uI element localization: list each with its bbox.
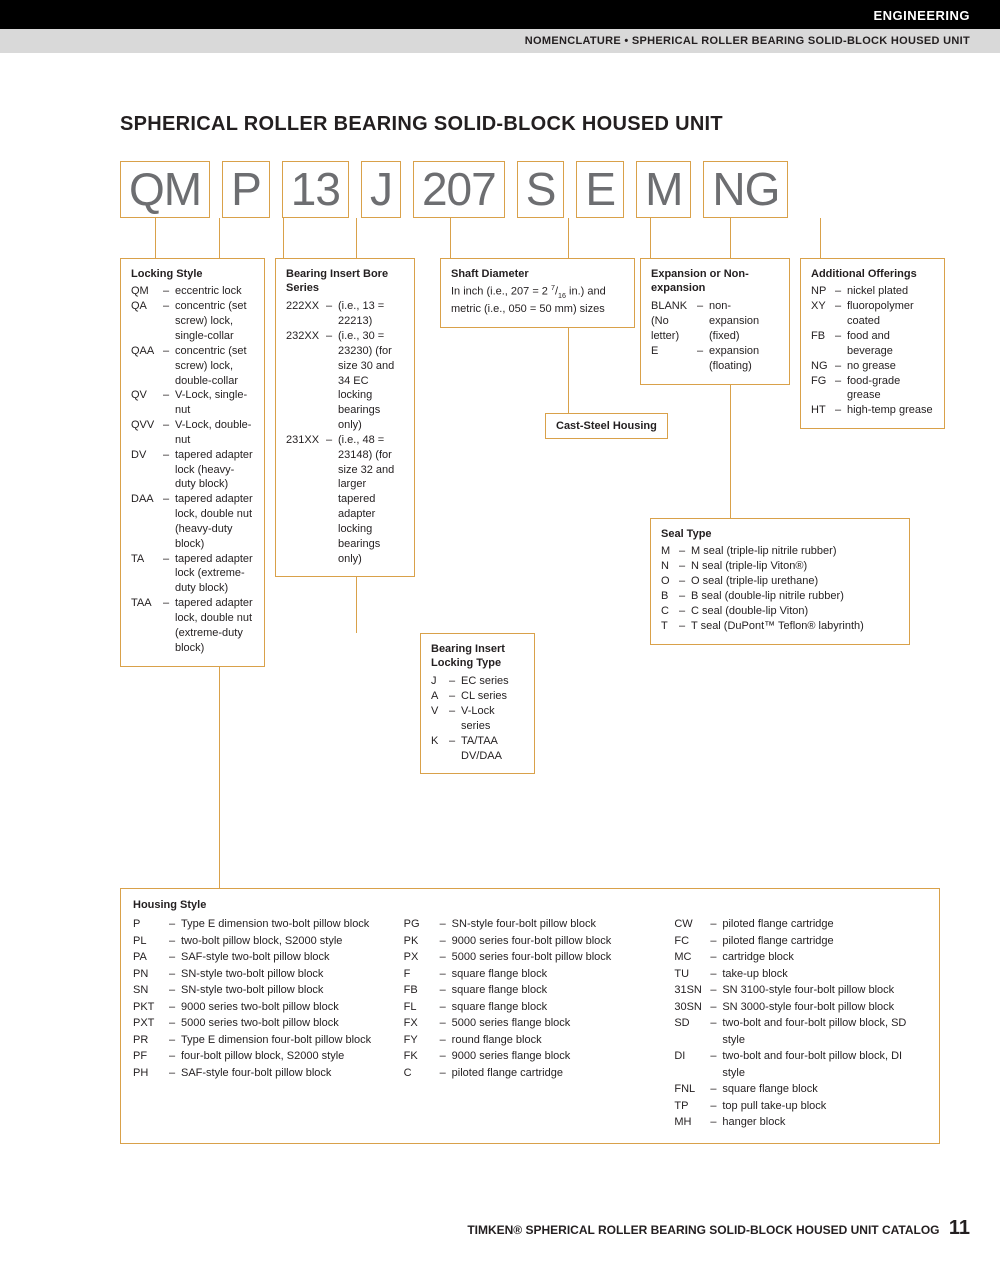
housing-style-title: Housing Style: [133, 897, 927, 914]
def-row: TAA–tapered adapter lock, double nut (ex…: [131, 596, 254, 655]
code-part-8: NG: [703, 161, 788, 218]
housing-row: PN–SN-style two-bolt pillow block: [133, 966, 386, 983]
header-breadcrumb: NOMENCLATURE • SPHERICAL ROLLER BEARING …: [0, 29, 1000, 53]
additional-box: Additional OfferingsNP–nickel platedXY–f…: [800, 258, 945, 429]
housing-row: PA–SAF-style two-bolt pillow block: [133, 949, 386, 966]
expansion-box: Expansion or Non-expansionBLANK (No lett…: [640, 258, 790, 385]
housing-row: FK–9000 series flange block: [404, 1048, 657, 1065]
housing-col-2: PG–SN-style four-bolt pillow blockPK–900…: [404, 916, 657, 1131]
code-part-6: E: [576, 161, 624, 218]
housing-row: TP–top pull take-up block: [674, 1098, 927, 1115]
code-part-2: 13: [282, 161, 349, 218]
def-row: NG–no grease: [811, 359, 934, 374]
def-row: QVV–V-Lock, double-nut: [131, 418, 254, 448]
footer-brand: TIMKEN®: [467, 1223, 522, 1237]
footer-text: SPHERICAL ROLLER BEARING SOLID-BLOCK HOU…: [526, 1223, 940, 1237]
code-part-0: QM: [120, 161, 210, 218]
def-row: QAA–concentric (set screw) lock, double-…: [131, 344, 254, 389]
def-row: QM–eccentric lock: [131, 284, 254, 299]
def-row: QA–concentric (set screw) lock, single-c…: [131, 299, 254, 344]
cast-steel-box: Cast-Steel Housing: [545, 413, 668, 439]
page-footer: TIMKEN® SPHERICAL ROLLER BEARING SOLID-B…: [467, 1217, 970, 1240]
def-row: M–M seal (triple-lip nitrile rubber): [661, 544, 899, 559]
housing-row: C–piloted flange cartridge: [404, 1065, 657, 1082]
locking-type-box: Bearing Insert Locking TypeJ–EC seriesA–…: [420, 633, 535, 775]
housing-row: P–Type E dimension two-bolt pillow block: [133, 916, 386, 933]
bore-series-box: Bearing Insert Bore Series222XX–(i.e., 1…: [275, 258, 415, 578]
def-row: B–B seal (double-lip nitrile rubber): [661, 589, 899, 604]
footer-page-number: 11: [949, 1217, 970, 1239]
housing-row: PH–SAF-style four-bolt pillow block: [133, 1065, 386, 1082]
housing-row: PG–SN-style four-bolt pillow block: [404, 916, 657, 933]
housing-row: F–square flange block: [404, 966, 657, 983]
def-row: NP–nickel plated: [811, 284, 934, 299]
code-part-1: P: [222, 161, 270, 218]
def-row: T–T seal (DuPont™ Teflon® labyrinth): [661, 619, 899, 634]
def-row: QV–V-Lock, single-nut: [131, 388, 254, 418]
housing-row: CW–piloted flange cartridge: [674, 916, 927, 933]
def-row: E–expansion (floating): [651, 344, 779, 374]
def-row: BLANK (No letter)–non-expansion (fixed): [651, 299, 779, 344]
housing-row: MC–cartridge block: [674, 949, 927, 966]
housing-style-box: Housing Style P–Type E dimension two-bol…: [120, 888, 940, 1144]
def-row: V–V-Lock series: [431, 704, 524, 734]
housing-row: PF–four-bolt pillow block, S2000 style: [133, 1048, 386, 1065]
housing-row: PR–Type E dimension four-bolt pillow blo…: [133, 1032, 386, 1049]
def-row: XY–fluoropolymer coated: [811, 299, 934, 329]
housing-row: TU–take-up block: [674, 966, 927, 983]
def-row: DAA–tapered adapter lock, double nut (he…: [131, 492, 254, 551]
housing-row: MH–hanger block: [674, 1114, 927, 1131]
def-row: 232XX–(i.e., 30 = 23230) (for size 30 an…: [286, 329, 404, 433]
housing-row: PK–9000 series four-bolt pillow block: [404, 933, 657, 950]
housing-row: FL–square flange block: [404, 999, 657, 1016]
housing-row: 30SN–SN 3000-style four-bolt pillow bloc…: [674, 999, 927, 1016]
code-part-3: J: [361, 161, 401, 218]
def-row: FB–food and beverage: [811, 329, 934, 359]
housing-row: SN–SN-style two-bolt pillow block: [133, 982, 386, 999]
header-section: ENGINEERING: [0, 0, 1000, 29]
housing-col-1: P–Type E dimension two-bolt pillow block…: [133, 916, 386, 1131]
shaft-diameter-title: Shaft Diameter: [451, 267, 624, 282]
def-row: 222XX–(i.e., 13 = 22213): [286, 299, 404, 329]
def-row: C–C seal (double-lip Viton): [661, 604, 899, 619]
def-row: K–TA/TAA DV/DAA: [431, 734, 524, 764]
def-row: 231XX–(i.e., 48 = 23148) (for size 32 an…: [286, 433, 404, 567]
def-row: N–N seal (triple-lip Viton®): [661, 559, 899, 574]
nomenclature-code-row: QMP13J207SEMNG: [120, 161, 940, 218]
housing-row: PX–5000 series four-bolt pillow block: [404, 949, 657, 966]
locking-style-box: Locking StyleQM–eccentric lockQA–concent…: [120, 258, 265, 667]
shaft-diameter-box: Shaft Diameter In inch (i.e., 207 = 2 7/…: [440, 258, 635, 328]
seal-type-box: Seal TypeM–M seal (triple-lip nitrile ru…: [650, 518, 910, 645]
housing-row: FC–piloted flange cartridge: [674, 933, 927, 950]
def-row: O–O seal (triple-lip urethane): [661, 574, 899, 589]
def-row: J–EC series: [431, 674, 524, 689]
def-row: TA–tapered adapter lock (extreme-duty bl…: [131, 552, 254, 597]
page-content: SPHERICAL ROLLER BEARING SOLID-BLOCK HOU…: [0, 53, 1000, 218]
housing-row: FX–5000 series flange block: [404, 1015, 657, 1032]
housing-row: FY–round flange block: [404, 1032, 657, 1049]
page-title: SPHERICAL ROLLER BEARING SOLID-BLOCK HOU…: [120, 113, 940, 136]
housing-row: PKT–9000 series two-bolt pillow block: [133, 999, 386, 1016]
shaft-diameter-desc: In inch (i.e., 207 = 2 7/16 in.) and met…: [451, 284, 624, 316]
housing-row: FNL–square flange block: [674, 1081, 927, 1098]
def-row: HT–high-temp grease: [811, 403, 934, 418]
code-part-5: S: [517, 161, 565, 218]
housing-row: FB–square flange block: [404, 982, 657, 999]
def-row: FG–food-grade grease: [811, 374, 934, 404]
housing-row: DI–two-bolt and four-bolt pillow block, …: [674, 1048, 927, 1081]
housing-row: 31SN–SN 3100-style four-bolt pillow bloc…: [674, 982, 927, 999]
def-row: A–CL series: [431, 689, 524, 704]
housing-row: PXT–5000 series two-bolt pillow block: [133, 1015, 386, 1032]
housing-col-3: CW–piloted flange cartridgeFC–piloted fl…: [674, 916, 927, 1131]
def-row: DV–tapered adapter lock (heavy-duty bloc…: [131, 448, 254, 493]
code-part-4: 207: [413, 161, 505, 218]
housing-row: SD–two-bolt and four-bolt pillow block, …: [674, 1015, 927, 1048]
housing-row: PL–two-bolt pillow block, S2000 style: [133, 933, 386, 950]
code-part-7: M: [636, 161, 691, 218]
